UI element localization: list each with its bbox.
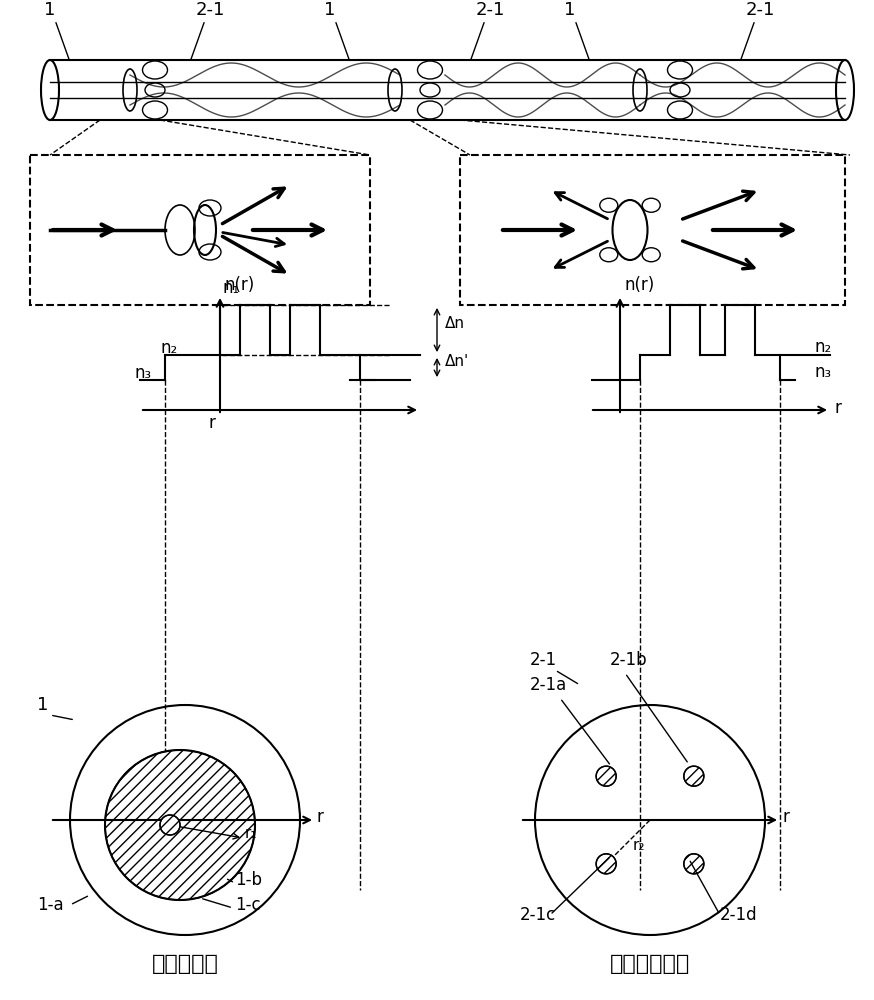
Text: 2-1c: 2-1c: [520, 906, 556, 924]
Text: r: r: [317, 808, 324, 826]
Text: 2-1: 2-1: [746, 1, 774, 19]
Text: 1-c: 1-c: [235, 896, 260, 914]
Text: n₃: n₃: [815, 363, 832, 381]
Text: n(r): n(r): [225, 276, 255, 294]
Text: n₁: n₁: [223, 279, 240, 297]
Text: n₂: n₂: [160, 339, 177, 357]
Text: r: r: [209, 414, 215, 432]
Text: 1: 1: [565, 1, 576, 19]
Text: n(r): n(r): [625, 276, 656, 294]
Ellipse shape: [596, 854, 616, 874]
Ellipse shape: [683, 766, 704, 786]
Text: 1: 1: [45, 1, 56, 19]
Text: 2-1: 2-1: [530, 651, 557, 669]
Ellipse shape: [160, 815, 180, 835]
Text: 2-1: 2-1: [475, 1, 504, 19]
Text: 1-b: 1-b: [235, 871, 262, 889]
Text: 2-1a: 2-1a: [530, 676, 567, 694]
Text: 2-1d: 2-1d: [720, 906, 758, 924]
Text: r: r: [783, 808, 790, 826]
Text: 1: 1: [324, 1, 336, 19]
Text: 双包层光纤: 双包层光纤: [151, 954, 218, 974]
Text: Δn: Δn: [445, 316, 465, 331]
Ellipse shape: [683, 854, 704, 874]
Ellipse shape: [596, 766, 616, 786]
Text: r₁: r₁: [245, 826, 258, 841]
Text: 1: 1: [37, 696, 48, 714]
Text: 1-a: 1-a: [37, 896, 64, 914]
Text: 2-1b: 2-1b: [610, 651, 648, 669]
Text: 蒂旋四芯光纤: 蒂旋四芯光纤: [610, 954, 690, 974]
Text: r: r: [835, 399, 842, 417]
Text: Δn': Δn': [445, 354, 469, 368]
Text: n₂: n₂: [815, 338, 832, 356]
Circle shape: [105, 750, 255, 900]
Text: r₂: r₂: [633, 838, 646, 853]
Text: 2-1: 2-1: [195, 1, 225, 19]
Text: n₃: n₃: [135, 364, 152, 382]
